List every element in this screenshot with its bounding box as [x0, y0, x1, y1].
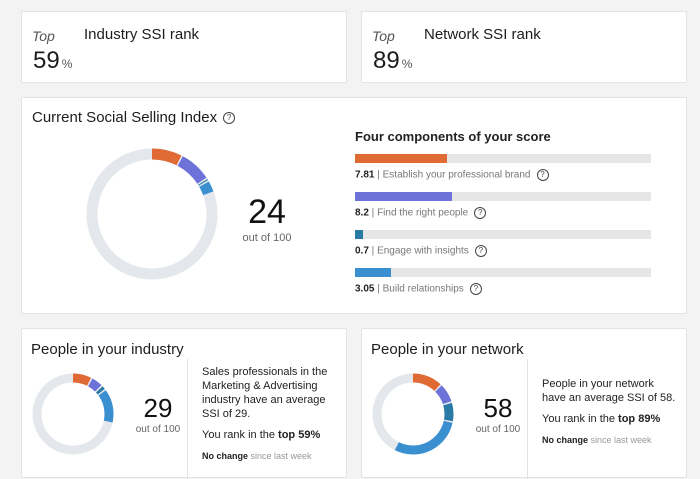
help-icon[interactable]: ? [536, 169, 549, 181]
ssi-card: Current Social Selling Index? 24 out of 1… [21, 97, 687, 314]
donut-track [32, 373, 114, 455]
network-score: 58 out of 100 [475, 393, 521, 435]
industry-rank-card: Top Industry SSI rank 59% [21, 11, 347, 83]
component-bar [355, 192, 651, 201]
component-bar-fill [355, 154, 448, 163]
component-label: 0.7 | Engage with insights? [355, 245, 651, 257]
divider [187, 359, 188, 479]
network-card: People in your network 58 out of 100 Peop… [361, 328, 687, 479]
components-title: Four components of your score [355, 129, 551, 144]
component-bar-fill [355, 268, 392, 277]
network-rank-value: 89% [373, 47, 413, 74]
component-bar [355, 154, 651, 163]
help-icon[interactable]: ? [223, 112, 236, 125]
industry-rank-value: 59% [33, 47, 73, 74]
network-title: People in your network [371, 341, 524, 358]
component-bar-fill [355, 192, 453, 201]
network-rank-card: Top Network SSI rank 89% [361, 11, 687, 83]
ssi-title: Current Social Selling Index? [32, 109, 236, 126]
industry-card: People in your industry 29 out of 100 Sal… [21, 328, 347, 479]
component-label: 8.2 | Find the right people? [355, 207, 651, 219]
industry-title: People in your industry [31, 341, 184, 358]
donut-segment-3 [372, 373, 454, 455]
component-label: 7.81 | Establish your professional brand… [355, 169, 651, 181]
industry-rank-title: Industry SSI rank [84, 26, 200, 43]
component-label: 3.05 | Build relationships? [355, 283, 651, 295]
help-icon[interactable]: ? [474, 245, 487, 257]
donut-segment-0 [86, 148, 218, 280]
network-description: People in your network have an average S… [542, 378, 676, 445]
industry-donut [32, 373, 114, 455]
industry-score: 29 out of 100 [135, 393, 181, 435]
donut-segment-0 [372, 373, 454, 455]
component-bar-fill [355, 230, 364, 239]
donut-segment-0 [32, 373, 114, 455]
top-label: Top [32, 28, 55, 44]
component-3: 3.05 | Build relationships? [355, 268, 651, 295]
component-bar [355, 268, 651, 277]
component-2: 0.7 | Engage with insights? [355, 230, 651, 257]
network-donut [372, 373, 454, 455]
donut-segment-2 [372, 373, 454, 455]
ssi-score: 24 out of 100 [242, 193, 292, 244]
divider [527, 359, 528, 479]
network-rank-title: Network SSI rank [424, 26, 541, 43]
component-1: 8.2 | Find the right people? [355, 192, 651, 219]
donut-segment-3 [32, 373, 114, 455]
ssi-donut [86, 148, 218, 280]
industry-description: Sales professionals in the Marketing & A… [202, 366, 328, 461]
component-bar [355, 230, 651, 239]
top-label: Top [372, 28, 395, 44]
component-0: 7.81 | Establish your professional brand… [355, 154, 651, 181]
help-icon[interactable]: ? [469, 283, 482, 295]
help-icon[interactable]: ? [474, 207, 487, 219]
